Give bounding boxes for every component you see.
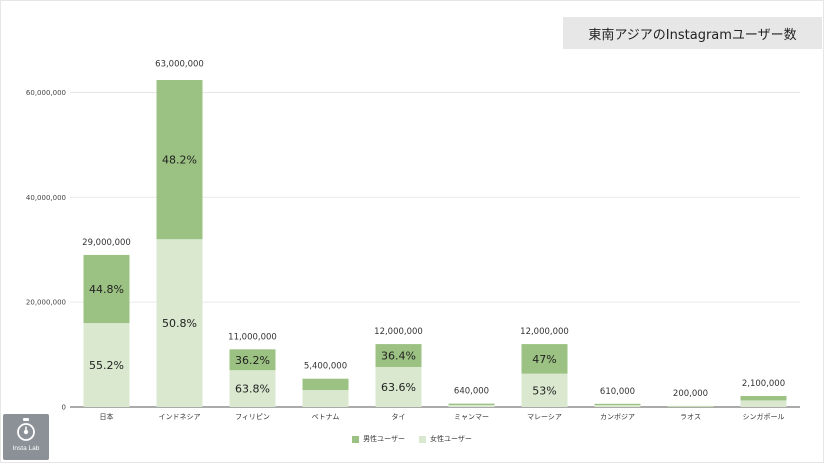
x-tick-label: インドネシア xyxy=(159,413,201,421)
bar-segment-female xyxy=(83,323,130,407)
bar-percent-label: 55.2% xyxy=(89,359,124,372)
x-tick-label: ミャンマー xyxy=(454,413,489,421)
bar-segment-female xyxy=(740,400,787,407)
bar-segment-female xyxy=(375,366,422,407)
x-tick-label: ベトナム xyxy=(312,413,340,421)
bar-percent-label: 50.8% xyxy=(162,317,197,330)
legend-item-female: 女性ユーザー xyxy=(419,434,472,444)
bar-total-label: 200,000 xyxy=(673,389,708,399)
bar-chart: 0 20,000,000 40,000,000 60,000,000 55.2% 44.… xyxy=(26,60,800,421)
bar-segment-female xyxy=(229,370,276,407)
y-tick-label: 40,000,000 xyxy=(26,194,66,202)
insta-lab-logo: Insta Lab xyxy=(3,414,49,460)
legend-item-male: 男性ユーザー xyxy=(352,434,405,444)
bar-total-label: 11,000,000 xyxy=(228,332,277,342)
bar-percent-label: 63.8% xyxy=(235,383,270,396)
bar-segment-male xyxy=(521,344,568,374)
x-tick-label: カンボジア xyxy=(600,413,635,421)
bar-percent-label: 53% xyxy=(532,384,556,397)
bar-percent-label: 36.2% xyxy=(235,354,270,367)
bar-total-label: 640,000 xyxy=(454,387,489,397)
y-tick-label: 20,000,000 xyxy=(26,299,66,307)
logo-text: Insta Lab xyxy=(12,445,40,452)
bar-segment-male xyxy=(302,378,349,391)
x-tick-label: 日本 xyxy=(100,412,114,421)
chart-title: 東南アジアのInstagramユーザー数 xyxy=(563,17,822,49)
bar-percent-label: 36.4% xyxy=(381,350,416,363)
legend-swatch-male xyxy=(352,435,360,443)
bar-segment-male xyxy=(740,395,787,401)
bar-total-label: 63,000,000 xyxy=(155,60,204,70)
bar-segment-male xyxy=(375,344,422,367)
y-axis-ticks: 0 20,000,000 40,000,000 60,000,000 xyxy=(26,89,66,412)
bars: 55.2% 44.8% 29,000,000 50.8% 48.2% 63,000,000… xyxy=(82,60,787,407)
bar-segment-female xyxy=(156,239,203,407)
bar-percent-label: 63.6% xyxy=(381,381,416,394)
legend-label-female: 女性ユーザー xyxy=(430,435,472,443)
bar-total-label: 2,100,000 xyxy=(742,379,785,389)
x-tick-label: シンガポール xyxy=(743,412,785,421)
bar-total-label: 12,000,000 xyxy=(520,327,569,337)
x-tick-label: マレーシア xyxy=(527,413,562,421)
legend-swatch-female xyxy=(419,435,426,443)
bar-segment-male xyxy=(448,403,495,405)
y-tick-label: 60,000,000 xyxy=(26,89,66,97)
x-axis-labels: 日本 インドネシア フィリピン ベトナム タイ ミャンマー マレーシア カンボジア ラオス シンガ… xyxy=(100,412,785,421)
bar-percent-label: 48.2% xyxy=(162,154,197,167)
bar-total-label: 5,400,000 xyxy=(304,362,347,372)
x-tick-label: フィリピン xyxy=(235,413,270,421)
bar-segment-female xyxy=(302,390,349,407)
legend-label-male: 男性ユーザー xyxy=(363,435,405,443)
bar-percent-label: 47% xyxy=(532,353,556,366)
bar-segment-female xyxy=(521,373,568,407)
bar-segment-male xyxy=(83,254,130,324)
bar-segment-female xyxy=(448,404,495,407)
bar-segment-female xyxy=(667,406,714,407)
y-tick-label: 0 xyxy=(62,404,66,412)
bar-percent-label: 44.8% xyxy=(89,283,124,296)
bar-segment-male xyxy=(229,349,276,371)
bar-segment-male xyxy=(594,403,641,406)
legend: 男性ユーザー 女性ユーザー xyxy=(0,432,824,446)
x-tick-label: タイ xyxy=(392,412,406,421)
bar-total-label: 29,000,000 xyxy=(82,238,131,248)
x-tick-label: ラオス xyxy=(680,413,701,421)
bar-segment-male xyxy=(156,80,203,240)
bar-total-label: 12,000,000 xyxy=(374,327,423,337)
stopwatch-icon xyxy=(17,418,35,441)
bar-segment-female xyxy=(594,405,641,407)
bar-total-label: 610,000 xyxy=(600,387,635,397)
